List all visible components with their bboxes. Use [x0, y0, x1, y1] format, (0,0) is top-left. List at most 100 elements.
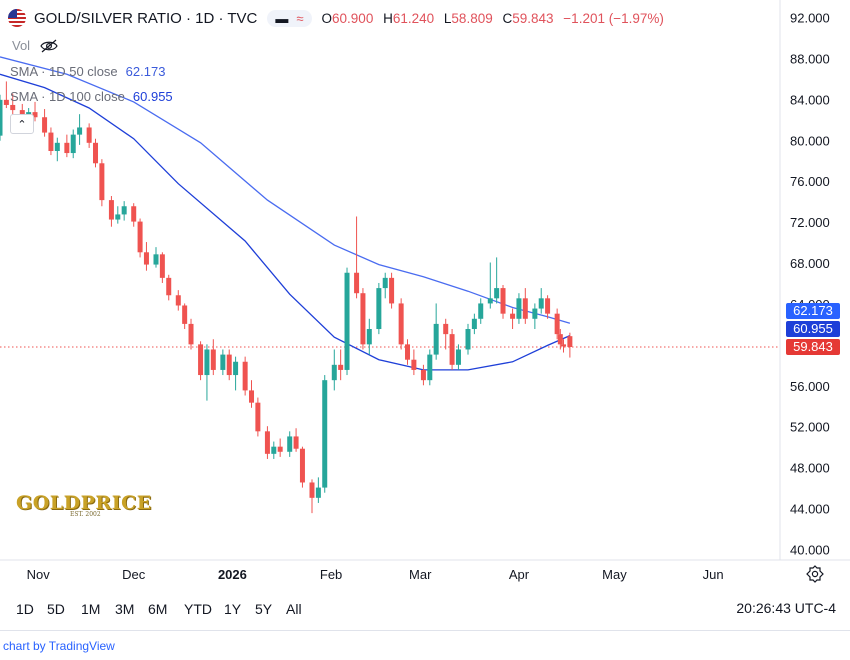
candle-body [420, 369, 426, 381]
clock[interactable]: 20:26:43 UTC-4 [736, 600, 836, 616]
sma100-legend[interactable]: SMA · 1D 100 close 60.955 [10, 89, 173, 104]
timeframe-5y[interactable]: 5Y [255, 601, 273, 617]
candle-body [153, 254, 159, 265]
candle-body [315, 487, 321, 498]
candle-body [331, 364, 337, 381]
candle-body [433, 323, 439, 355]
candle-body [398, 303, 404, 345]
x-tick-label: 2026 [218, 567, 247, 582]
volume-indicator-row[interactable]: Vol [12, 38, 58, 53]
candle-body [10, 104, 16, 111]
y-tick-label: 48.000 [790, 461, 830, 476]
candle-body [532, 308, 538, 319]
candle-body [322, 380, 328, 488]
candle-body [366, 329, 372, 345]
candle-body [500, 288, 506, 314]
candle-body [360, 293, 366, 345]
candle-body [108, 200, 114, 220]
y-tick-label: 56.000 [790, 379, 830, 394]
candle-body [516, 298, 522, 319]
candle-body [554, 313, 560, 335]
y-tick-label: 76.000 [790, 174, 830, 189]
footer: chart by TradingView [0, 630, 850, 660]
candle-body [131, 206, 137, 222]
y-tick-label: 80.000 [790, 133, 830, 148]
candle-body [175, 295, 181, 306]
timeframe-1m[interactable]: 1M [81, 601, 101, 617]
wave-icon[interactable]: ≈ [296, 10, 304, 26]
timeframe-bar: 1D 5D 1M 3M 6M YTD 1Y 5Y All [0, 597, 850, 623]
candle-body [561, 344, 567, 347]
candle-body [159, 254, 165, 278]
candle-body [465, 329, 471, 350]
candle-body [545, 298, 551, 314]
candle-body [455, 349, 461, 365]
candle-body [264, 431, 270, 454]
candle-body [137, 221, 143, 253]
symbol-title[interactable]: GOLD/SILVER RATIO · 1D · TVC [34, 9, 258, 27]
candle-body [3, 99, 9, 105]
collapse-legend-button[interactable]: ⌃ [10, 114, 34, 134]
y-tick-label: 44.000 [790, 502, 830, 517]
x-tick-label: Mar [409, 567, 432, 582]
sma50-legend[interactable]: SMA · 1D 50 close 62.173 [10, 64, 166, 79]
y-tick-label: 84.000 [790, 92, 830, 107]
candle-body [182, 305, 188, 324]
ohlc-readout: O60.900 H61.240 L58.809 C59.843 −1.201 (… [321, 10, 664, 26]
tradingview-credit-link[interactable]: chart by TradingView [3, 639, 115, 653]
timeframe-all[interactable]: All [286, 601, 302, 617]
candle-body [344, 272, 350, 370]
sma50-value: 62.173 [125, 64, 166, 79]
candle-body [443, 323, 449, 335]
settings-icon[interactable] [806, 565, 824, 583]
x-tick-label: Dec [122, 567, 146, 582]
candle-body [354, 272, 360, 294]
timeframe-ytd[interactable]: YTD [184, 601, 212, 617]
candle-body [77, 127, 83, 135]
candle-body [405, 344, 411, 360]
timeframe-3m[interactable]: 3M [115, 601, 135, 617]
candle-body [510, 313, 516, 319]
candle-body [0, 99, 3, 136]
y-tick-label: 72.000 [790, 215, 830, 230]
dash-icon[interactable]: ▬ [275, 10, 289, 26]
candle-body [226, 354, 232, 376]
candle-body [242, 361, 248, 391]
candle-body [382, 277, 388, 289]
candle-body [487, 298, 493, 304]
goldprice-logo: GOLDPRICE EST. 2002 [16, 492, 152, 518]
timeframe-6m[interactable]: 6M [148, 601, 168, 617]
candle-body [93, 142, 99, 164]
eye-off-icon[interactable] [40, 39, 58, 53]
candle-body [42, 117, 48, 133]
chart-header: GOLD/SILVER RATIO · 1D · TVC ▬ ≈ O60.900… [8, 9, 664, 27]
x-tick-label: Apr [509, 567, 530, 582]
change-value: −1.201 (−1.97%) [563, 10, 664, 26]
us-flag-icon [8, 9, 26, 27]
x-tick-label: May [602, 567, 627, 582]
candle-body [249, 390, 255, 403]
y-tick-label: 40.000 [790, 543, 830, 558]
candle-body [471, 318, 477, 330]
timeframe-1y[interactable]: 1Y [224, 601, 242, 617]
candle-body [557, 334, 563, 345]
last-price-tag: 59.843 [786, 339, 840, 355]
y-tick-label: 88.000 [790, 51, 830, 66]
timeframe-1d[interactable]: 1D [16, 601, 34, 617]
timeframe-5d[interactable]: 5D [47, 601, 65, 617]
x-tick-label: Feb [320, 567, 342, 582]
candle-body [277, 446, 283, 452]
x-tick-label: Nov [27, 567, 51, 582]
candle-body [287, 436, 293, 452]
candle-body [299, 448, 305, 483]
y-tick-label: 68.000 [790, 256, 830, 271]
candle-body [538, 298, 544, 309]
vol-label: Vol [12, 38, 31, 53]
candle-body [32, 112, 38, 118]
candle-body [309, 482, 315, 498]
candle-body [70, 134, 76, 154]
chart-style-pill[interactable]: ▬ ≈ [267, 9, 312, 27]
candle-body [338, 364, 344, 370]
y-tick-label: 52.000 [790, 420, 830, 435]
